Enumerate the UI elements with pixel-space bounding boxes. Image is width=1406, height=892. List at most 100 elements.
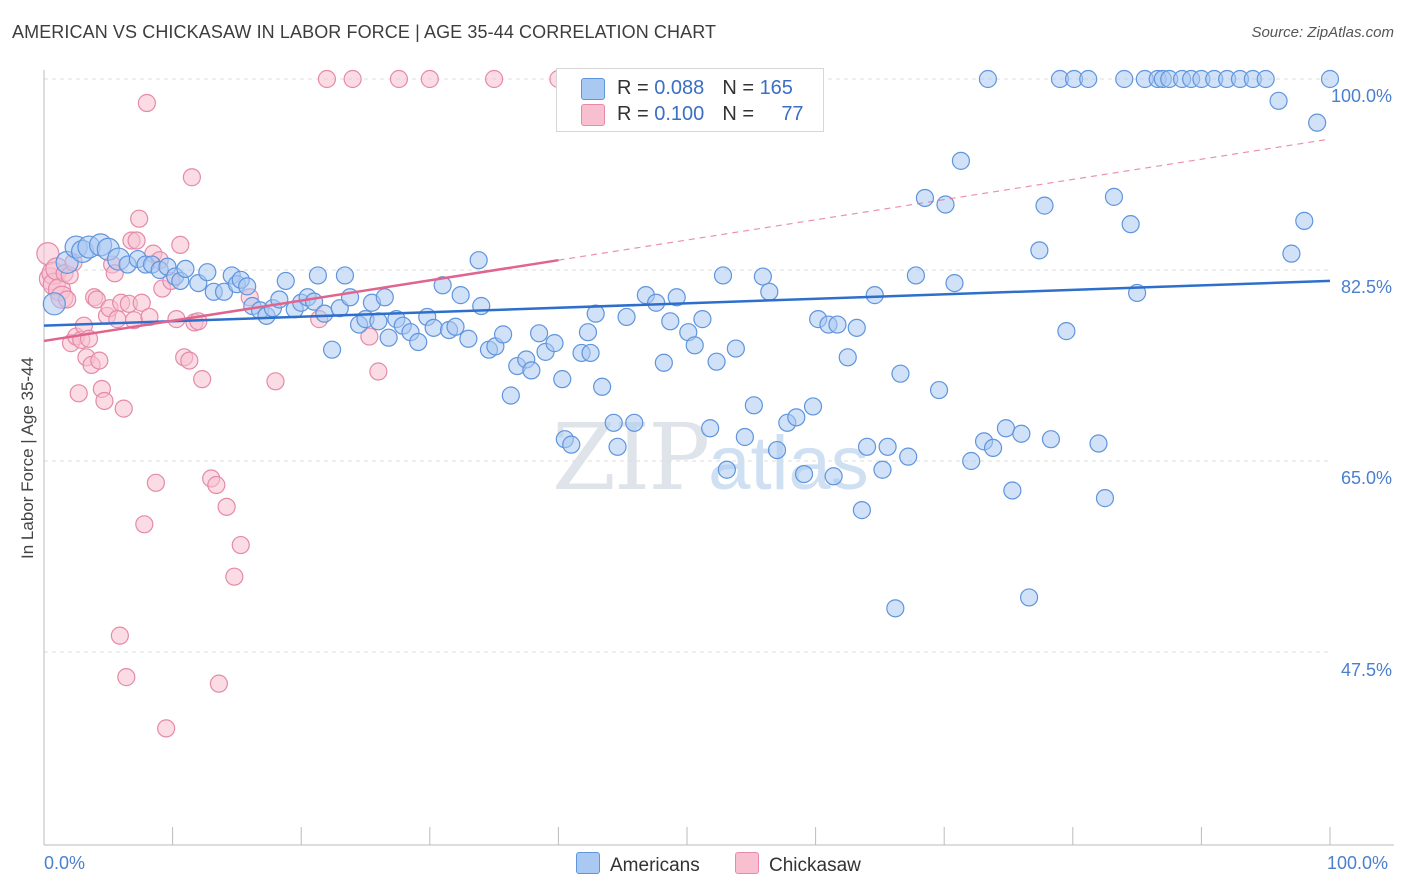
americans-point <box>661 312 680 331</box>
chickasaw-point <box>132 293 151 312</box>
americans-point <box>852 501 871 520</box>
chickasaw-point <box>135 515 154 534</box>
americans-point <box>978 69 998 89</box>
legend-row-americans: R = 0.088 N = 165 <box>581 77 793 103</box>
chickasaw-point <box>217 497 236 516</box>
chickasaw-legend-label: Chickasaw <box>769 855 861 876</box>
chickasaw-point <box>182 168 201 187</box>
americans-point <box>459 329 478 348</box>
americans-point <box>586 304 605 323</box>
americans-point <box>891 364 910 383</box>
legend-r-label: R = <box>617 103 655 125</box>
americans-point <box>707 352 726 371</box>
chickasaw-point <box>193 370 212 389</box>
chickasaw-point <box>117 668 136 687</box>
americans-point <box>1089 434 1108 453</box>
chickasaw-swatch <box>581 103 605 126</box>
americans-point <box>735 427 754 447</box>
chickasaw-point <box>485 69 504 89</box>
americans-point <box>625 413 644 432</box>
x-tick-label-max: 100.0% <box>1327 853 1389 873</box>
chickasaw-n-value: 77 <box>781 103 804 125</box>
americans-point <box>886 599 905 618</box>
americans-point <box>198 263 217 282</box>
americans-point <box>545 334 564 353</box>
chart-title: AMERICAN VS CHICKASAW IN LABOR FORCE | A… <box>12 22 717 42</box>
americans-point <box>803 397 823 416</box>
americans-point <box>1295 211 1314 230</box>
americans-point <box>1079 69 1098 89</box>
americans-trend-line <box>43 279 1331 327</box>
y-tick-label-82-5: 82.5% <box>1340 277 1392 297</box>
americans-point <box>838 348 857 367</box>
americans-point <box>929 380 949 400</box>
americans-point <box>787 408 806 427</box>
americans-point <box>530 324 549 343</box>
americans-point <box>379 328 398 347</box>
americans-point <box>1256 69 1275 89</box>
americans-point <box>562 435 581 454</box>
chickasaw-point <box>369 362 388 381</box>
americans-point <box>760 282 779 301</box>
americans-point <box>945 273 964 293</box>
americans-point <box>593 377 612 396</box>
americans-point <box>1121 215 1140 234</box>
americans-point <box>1041 430 1061 449</box>
americans-point <box>693 310 712 329</box>
americans-point <box>654 353 673 372</box>
americans-point <box>744 396 763 415</box>
americans-point <box>726 339 745 358</box>
americans-point <box>767 440 787 460</box>
legend-row-chickasaw: R = 0.100 N = 77 <box>581 103 804 129</box>
americans-point <box>1104 187 1124 206</box>
chickasaw-trend-extension <box>558 138 1331 261</box>
americans-point <box>647 293 666 312</box>
americans-point <box>617 307 636 327</box>
americans-point <box>951 151 971 170</box>
chickasaw-point <box>87 290 106 309</box>
watermark-atlas: atlas <box>708 421 869 506</box>
americans-point <box>962 451 981 471</box>
americans-point <box>873 460 892 479</box>
americans-point <box>522 361 541 380</box>
americans-point <box>1320 69 1340 89</box>
americans-point <box>176 259 195 279</box>
americans-n-value: 165 <box>759 77 793 99</box>
americans-point <box>1282 244 1301 263</box>
americans-point <box>308 266 328 285</box>
chickasaw-point <box>180 351 199 370</box>
chickasaw-point <box>360 327 379 346</box>
chickasaw-point <box>127 231 146 250</box>
americans-point <box>276 271 295 291</box>
americans-point <box>315 304 334 323</box>
y-axis-label: In Labor Force | Age 35-44 <box>18 357 37 559</box>
americans-point <box>501 386 520 405</box>
americans-point <box>713 266 733 285</box>
americans-point <box>667 288 686 307</box>
americans-point <box>828 315 847 334</box>
americans-point <box>238 277 257 296</box>
americans-point <box>42 292 66 316</box>
chickasaw-point <box>110 626 129 645</box>
chickasaw-point <box>343 69 362 89</box>
source-label: Source: ZipAtlas.com <box>1251 24 1394 41</box>
americans-point <box>553 370 572 389</box>
bottom-legend-chickasaw: Chickasaw <box>735 852 861 877</box>
legend-n-label: N = <box>722 77 760 99</box>
y-tick-label-100: 100.0% <box>1330 86 1392 106</box>
americans-point <box>494 325 513 344</box>
chickasaw-swatch <box>735 852 759 874</box>
americans-point <box>433 276 452 295</box>
americans-point <box>1019 588 1039 607</box>
americans-point <box>701 419 720 438</box>
chickasaw-point <box>95 391 114 411</box>
americans-point <box>824 467 843 486</box>
americans-point <box>1057 322 1076 341</box>
y-tick-label-65: 65.0% <box>1340 468 1392 488</box>
chickasaw-r-value: 0.100 <box>654 103 705 125</box>
chickasaw-point <box>207 475 226 495</box>
chickasaw-point <box>69 384 88 403</box>
americans-point <box>1030 241 1049 260</box>
americans-point <box>1115 69 1134 89</box>
